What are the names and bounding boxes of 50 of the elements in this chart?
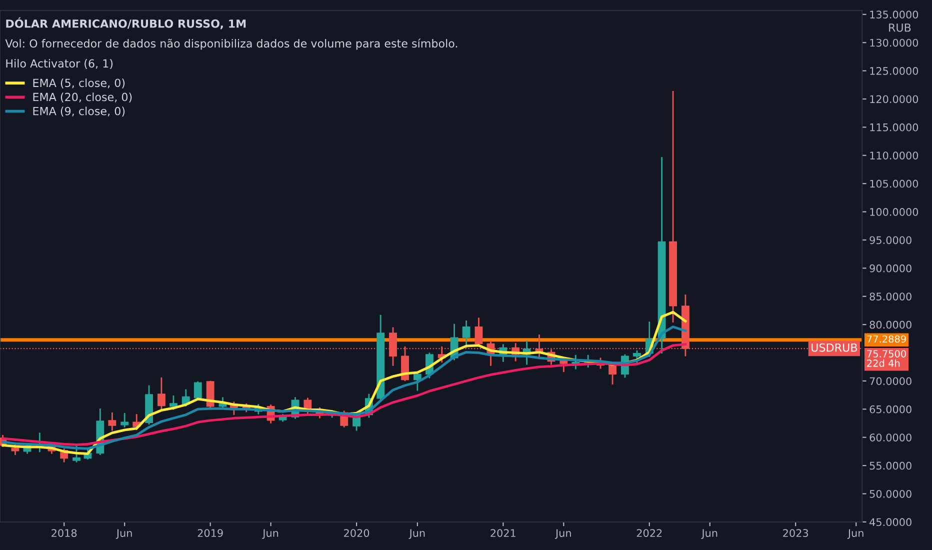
y-tick-label: 105.0000 xyxy=(870,180,918,188)
text: DÓLAR AMERICANO/RUBLO RUSSO, 1M xyxy=(6,17,246,30)
y-tick-label: 115.0000 xyxy=(870,123,918,132)
candlestick xyxy=(108,412,116,431)
y-tick-label: 80.0000 xyxy=(870,320,912,329)
y-tick-label: 100.0000 xyxy=(870,208,918,216)
x-tick-label: 2023 xyxy=(783,529,808,537)
y-tick-label: 135.0000 xyxy=(870,10,918,19)
y-tick-label: 110.0000 xyxy=(870,152,918,160)
candlestick xyxy=(72,446,80,462)
x-tick-label: Jun xyxy=(701,529,718,539)
y-tick-label: 125.0000 xyxy=(870,67,918,75)
x-tick-label: 2018 xyxy=(52,529,77,537)
y-tick-label: 95.0000 xyxy=(870,236,912,244)
y-tick-label: 85.0000 xyxy=(870,292,912,300)
y-tick-label: 50.0000 xyxy=(870,490,912,498)
x-tick-label: Jun xyxy=(262,529,278,539)
annotation: Hilo Activator (6, 1) xyxy=(6,59,113,69)
candlestick xyxy=(170,395,178,410)
y-axis-title: RUB xyxy=(889,24,911,32)
x-tick-label: 2019 xyxy=(198,529,223,537)
candlestick xyxy=(462,320,470,348)
y-tick-label: 55.0000 xyxy=(870,462,912,470)
x-tick-label: 2020 xyxy=(344,529,370,537)
y-tick-label: 65.0000 xyxy=(870,405,912,414)
x-tick-label: Jun xyxy=(408,529,425,539)
ref-line-label: 75.7500 22d 4h xyxy=(867,350,906,367)
x-tick-label: Jun xyxy=(847,529,864,539)
y-tick-label: 90.0000 xyxy=(870,264,912,272)
y-tick-label: 120.0000 xyxy=(870,95,918,104)
legend-label: EMA (20, close, 0) xyxy=(33,92,132,102)
x-tick-label: 2021 xyxy=(490,529,516,537)
candlestick xyxy=(157,377,166,410)
ref-line-label: 77.2889 xyxy=(867,335,906,343)
x-tick-label: Jun xyxy=(116,529,132,539)
candlestick xyxy=(633,350,641,366)
candlestick xyxy=(120,412,129,428)
legend-label: EMA (5, close, 0) xyxy=(33,78,125,88)
x-tick-label: 2022 xyxy=(636,529,662,537)
y-tick-label: 60.0000 xyxy=(870,434,912,442)
legend-label: EMA (9, close, 0) xyxy=(33,106,125,117)
x-tick-label: Jun xyxy=(554,529,571,539)
candlestick xyxy=(474,318,483,347)
annotation: Vol: O fornecedor de dados não disponibiliza dados de volume para este símbolo. xyxy=(5,38,458,50)
y-tick-label: 45.0000 xyxy=(870,518,912,526)
line-series xyxy=(2,343,687,446)
annotation: USDRUB xyxy=(812,343,858,352)
candlestick xyxy=(413,372,422,391)
y-tick-label: 130.0000 xyxy=(870,38,918,47)
y-tick-label: 70.0000 xyxy=(870,377,912,386)
